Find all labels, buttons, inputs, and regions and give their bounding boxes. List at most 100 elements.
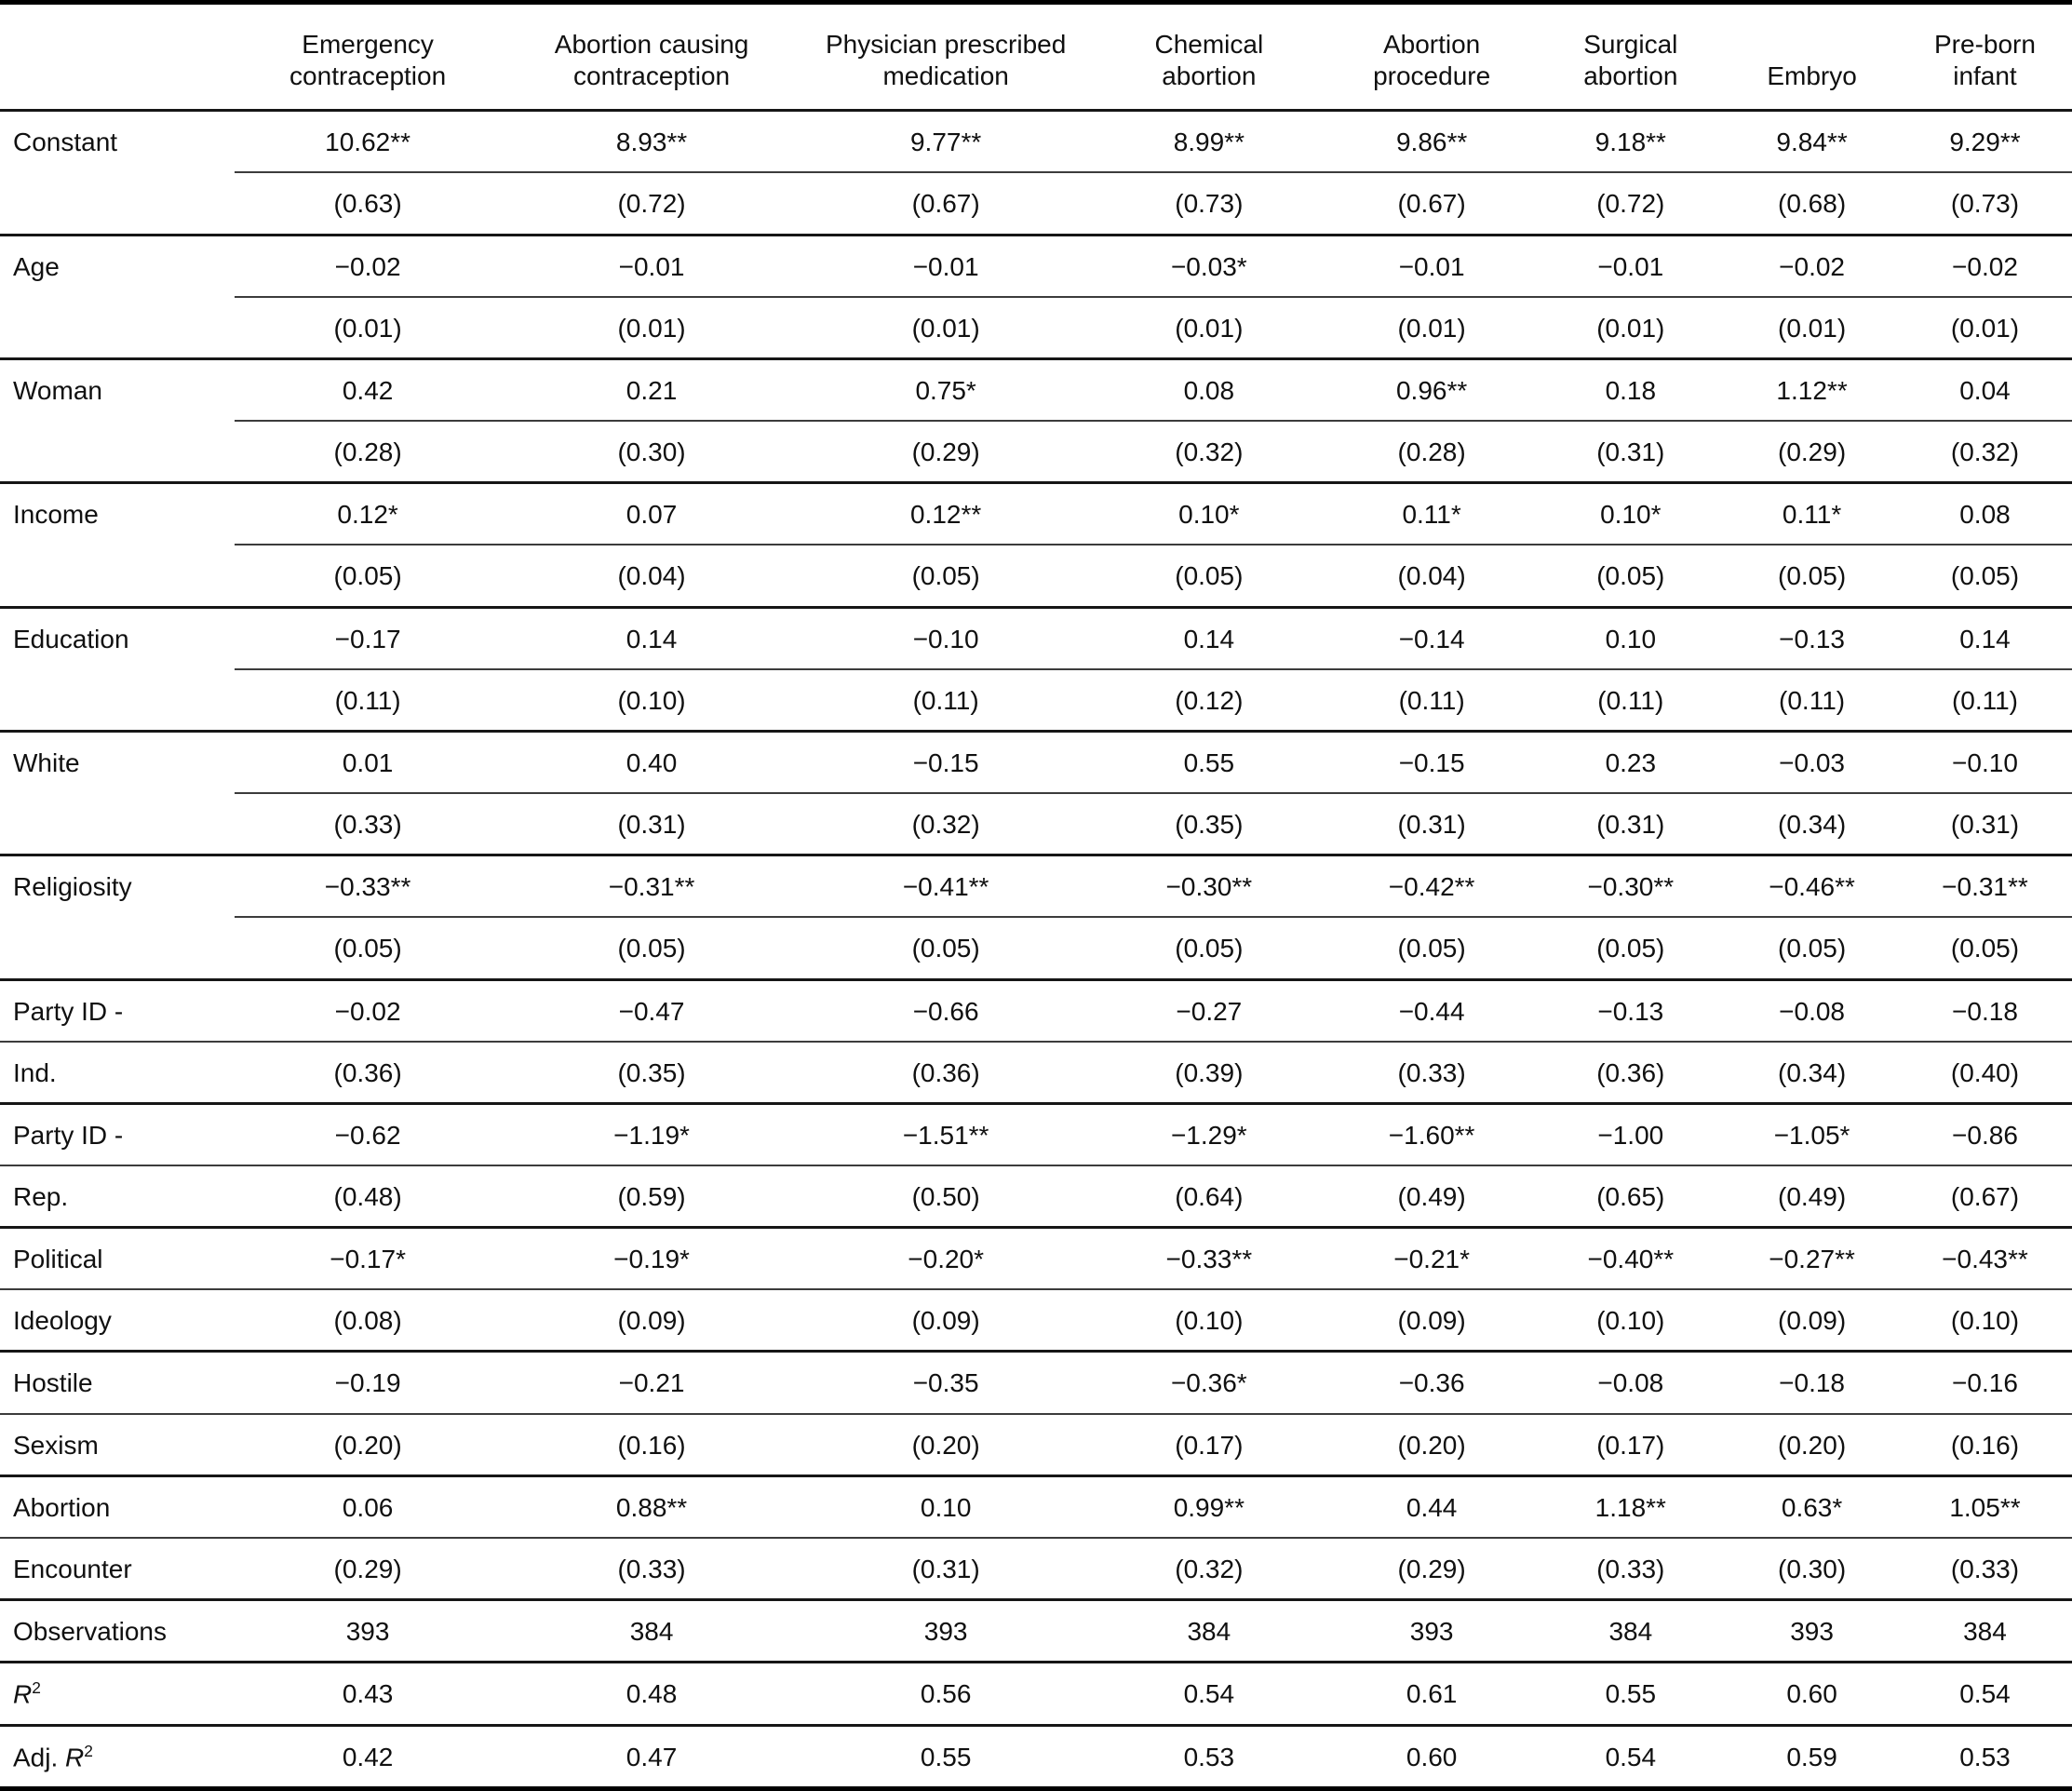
coef-cell: 0.14 — [501, 607, 802, 670]
coef-cell: 0.10 — [801, 1475, 1090, 1539]
coef-row: Education −0.17 0.14 −0.10 0.14 −0.14 0.10 −0.1… — [0, 607, 2072, 733]
coef-cell: 0.14 — [1897, 607, 2072, 670]
coef-row: White 0.01 0.40 −0.15 0.55 −0.15 0.23 −0.03 −0.1… — [0, 731, 2072, 857]
coef-cell: 8.99** — [1089, 110, 1328, 174]
coef-cell: −0.44 — [1327, 979, 1536, 1043]
se-cell: (0.32) — [1897, 421, 2072, 485]
coef-cell: −0.42** — [1327, 855, 1536, 919]
se-cell: (0.05) — [501, 917, 802, 981]
se-cell: (0.30) — [1726, 1537, 1898, 1602]
se-cell: (0.59) — [501, 1165, 802, 1230]
se-cell: (0.67) — [1327, 172, 1536, 236]
coef-row: Abortion 0.06 0.88** 0.10 0.99** 0.44 1.18** 0.… — [0, 1475, 2072, 1539]
summary-row: R2 0.43 0.48 0.56 0.54 0.61 0.55 0.60 0.54 — [0, 1662, 2072, 1727]
value-cell: 393 — [1327, 1599, 1536, 1664]
se-cell: (0.33) — [234, 793, 502, 857]
se-cell: (0.29) — [234, 1537, 502, 1602]
coef-cell: −0.08 — [1535, 1351, 1727, 1415]
se-cell: (0.34) — [1726, 1041, 1898, 1105]
se-cell: (0.10) — [501, 668, 802, 733]
se-cell: (0.36) — [234, 1041, 502, 1105]
coef-cell: 0.12* — [234, 482, 502, 546]
se-cell: (0.20) — [801, 1413, 1090, 1477]
se-cell: (0.05) — [1327, 917, 1536, 981]
se-cell: (0.50) — [801, 1165, 1090, 1230]
value-cell: 0.53 — [1089, 1725, 1328, 1791]
se-cell: (0.31) — [501, 793, 802, 857]
coef-cell: −0.41** — [801, 855, 1090, 919]
coef-cell: −0.02 — [1726, 235, 1898, 298]
coef-cell: −1.51** — [801, 1103, 1090, 1166]
coef-cell: −0.15 — [801, 731, 1090, 795]
coef-cell: 0.44 — [1327, 1475, 1536, 1539]
coef-cell: −1.05* — [1726, 1103, 1898, 1166]
coef-cell: −0.31** — [1897, 855, 2072, 919]
se-cell: (0.65) — [1535, 1165, 1727, 1230]
row-label: Party ID - — [0, 979, 235, 1043]
se-cell: (0.05) — [1535, 917, 1727, 981]
coef-cell: 0.63* — [1726, 1475, 1898, 1539]
coef-cell: −0.62 — [234, 1103, 502, 1166]
se-cell: (0.35) — [1089, 793, 1328, 857]
coef-cell: −0.27** — [1726, 1227, 1898, 1291]
se-cell: (0.32) — [1089, 421, 1328, 485]
value-cell: 0.54 — [1535, 1725, 1727, 1791]
coef-cell: −0.02 — [234, 979, 502, 1043]
se-cell: (0.05) — [1726, 917, 1898, 981]
summary-row: Observations 393 384 393 384 393 384 393 384 — [0, 1599, 2072, 1664]
se-cell: (0.01) — [501, 296, 802, 360]
coef-cell: 1.05** — [1897, 1475, 2072, 1539]
coef-cell: 0.42 — [234, 358, 502, 423]
se-cell: (0.11) — [1897, 668, 2072, 733]
se-cell: (0.11) — [234, 668, 502, 733]
se-cell: (0.36) — [1535, 1041, 1727, 1105]
value-cell: 393 — [234, 1599, 502, 1664]
coef-cell: −1.29* — [1089, 1103, 1328, 1166]
column-header-1: Abortion causing contraception — [501, 2, 802, 113]
coef-cell: 0.21 — [501, 358, 802, 423]
coef-row: Woman 0.42 0.21 0.75* 0.08 0.96** 0.18 1.12** 0.… — [0, 358, 2072, 485]
se-cell: (0.31) — [1535, 421, 1727, 485]
se-cell: (0.36) — [801, 1041, 1090, 1105]
se-cell: (0.31) — [801, 1537, 1090, 1602]
se-cell: (0.09) — [1327, 1289, 1536, 1353]
se-cell: (0.28) — [234, 421, 502, 485]
coef-cell: −0.30** — [1089, 855, 1328, 919]
se-cell: (0.01) — [1089, 296, 1328, 360]
column-header-7: Pre-born infant — [1897, 2, 2072, 113]
se-cell: (0.05) — [1535, 545, 1727, 609]
value-cell: 393 — [801, 1599, 1090, 1664]
coef-cell: 9.77** — [801, 110, 1090, 174]
coef-cell: −0.01 — [1535, 235, 1727, 298]
coef-cell: 1.18** — [1535, 1475, 1727, 1539]
se-cell: (0.34) — [1726, 793, 1898, 857]
se-cell: (0.63) — [234, 172, 502, 236]
row-label: Adj. R2 — [0, 1725, 235, 1791]
coef-cell: −0.17* — [234, 1227, 502, 1291]
se-cell: (0.11) — [1726, 668, 1898, 733]
value-cell: 384 — [501, 1599, 802, 1664]
se-cell: (0.64) — [1089, 1165, 1328, 1230]
value-cell: 0.60 — [1726, 1662, 1898, 1727]
se-cell: (0.49) — [1726, 1165, 1898, 1230]
se-cell: (0.20) — [1327, 1413, 1536, 1477]
row-label: Age — [0, 235, 235, 360]
coef-cell: −0.19* — [501, 1227, 802, 1291]
column-header-6: Embryo — [1726, 2, 1898, 113]
se-cell: (0.17) — [1535, 1413, 1727, 1477]
row-label: Abortion — [0, 1475, 235, 1539]
se-cell: (0.05) — [1897, 917, 2072, 981]
value-cell: 0.59 — [1726, 1725, 1898, 1791]
row-label: R2 — [0, 1662, 235, 1727]
se-cell: (0.48) — [234, 1165, 502, 1230]
column-header-3: Chemical abortion — [1089, 2, 1328, 113]
se-cell: (0.35) — [501, 1041, 802, 1105]
coef-cell: −0.40** — [1535, 1227, 1727, 1291]
coef-row: Party ID - −0.62 −1.19* −1.51** −1.29* −1.60*… — [0, 1103, 2072, 1166]
coef-cell: 0.04 — [1897, 358, 2072, 423]
column-header-2: Physician prescribed medication — [801, 2, 1090, 113]
coef-cell: −0.33** — [1089, 1227, 1328, 1291]
coef-cell: 0.06 — [234, 1475, 502, 1539]
se-cell: (0.16) — [501, 1413, 802, 1477]
